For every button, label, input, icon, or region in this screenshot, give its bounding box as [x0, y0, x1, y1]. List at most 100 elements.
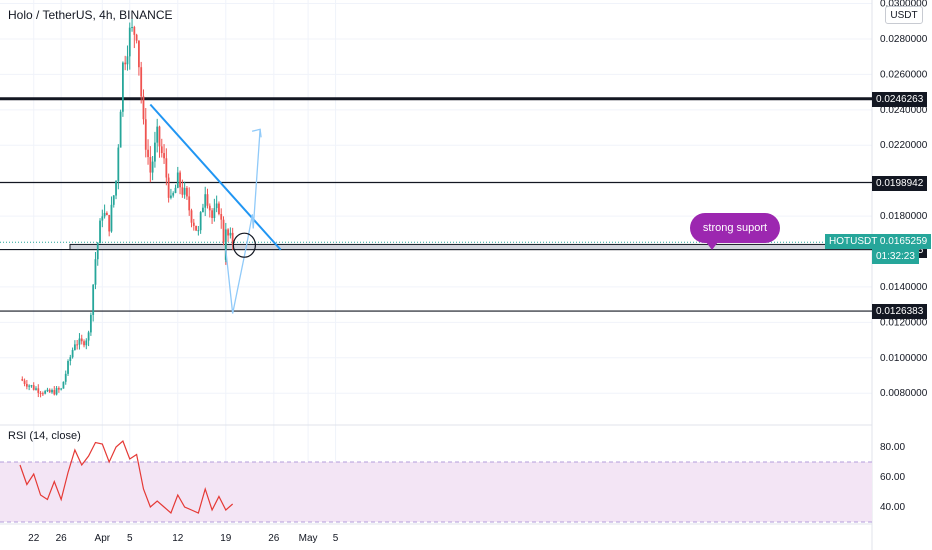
candle-body [96, 243, 99, 260]
candle-body [119, 111, 122, 148]
candle-body [181, 187, 184, 195]
candle-body [179, 172, 181, 188]
candle-body [28, 385, 31, 387]
candle-body [35, 388, 37, 390]
candle-body [160, 146, 163, 154]
time-tick-label: 12 [172, 533, 184, 544]
candle-body [174, 187, 177, 194]
candle-body [176, 172, 179, 188]
candle-body [76, 344, 79, 346]
candle-body [147, 149, 149, 158]
price-tick-label: 0.0180000 [880, 211, 928, 222]
support-zone [69, 243, 873, 251]
candle-body [131, 27, 133, 29]
candle-body [220, 214, 223, 220]
candle-body [64, 373, 67, 382]
candle-body [48, 389, 51, 393]
rsi-band-fill [0, 462, 872, 522]
candle-body [51, 390, 53, 393]
candle-body [204, 194, 207, 208]
candle-body [151, 161, 154, 173]
price-tick-label: 0.0300000 [880, 0, 928, 10]
candle-body [149, 157, 152, 173]
candle-body [170, 195, 172, 198]
projection-path [225, 129, 261, 314]
trendline [149, 103, 282, 251]
time-tick-label: 22 [28, 533, 40, 544]
time-tick-label: 26 [56, 533, 68, 544]
candle-body [94, 259, 97, 285]
candle-body [156, 126, 159, 143]
candle-body [188, 196, 191, 211]
level-price-tag: 0.0246263 [872, 91, 928, 107]
axes: 0.0080000 0.0100000 0.0120000 0.0140000 0.01… [28, 0, 928, 544]
candle-body [195, 225, 197, 231]
level-price-tag: 0.0126383 [872, 304, 928, 320]
candle-body [69, 357, 72, 361]
candle-body [101, 216, 104, 221]
candle-body [30, 385, 33, 387]
time-tick-label: 19 [220, 533, 232, 544]
candle-body [71, 349, 74, 358]
price-tick-label: 0.0280000 [880, 34, 928, 45]
candle-body [128, 27, 131, 57]
candle-body [37, 388, 40, 393]
candle-body [202, 207, 204, 213]
candle-body [165, 158, 168, 178]
candle-body [60, 388, 63, 390]
rsi-line [19, 439, 234, 515]
candle-body [172, 193, 175, 196]
time-tick-label: 5 [333, 533, 339, 544]
candle-body [163, 153, 165, 159]
chart-title: Holo / TetherUS, 4h, BINANCE [8, 8, 173, 22]
rsi-tick-label: 40.00 [880, 502, 905, 513]
candle-body [55, 388, 58, 395]
candle-body [39, 392, 42, 394]
drawings[interactable] [149, 103, 282, 314]
candle-body [133, 27, 136, 35]
currency-button[interactable]: USDT [885, 6, 923, 24]
candle-body [144, 119, 147, 150]
rsi-series [19, 439, 234, 515]
candle-body [110, 204, 113, 232]
candle-body [21, 379, 24, 381]
candle-body [92, 284, 95, 315]
price-tick-label: 0.0240000 [880, 105, 928, 116]
rsi-title: RSI (14, close) [8, 430, 81, 442]
candle-body [83, 341, 85, 346]
countdown-tag: 01:32:23 [872, 249, 919, 265]
candle-body [227, 229, 229, 236]
candle-body [224, 229, 227, 260]
candle-body [53, 390, 56, 395]
rsi-tick-label: 60.00 [880, 472, 905, 483]
candle-body [32, 385, 35, 390]
candle-body [206, 194, 209, 206]
candle-body [186, 187, 188, 197]
annotation-bubble[interactable]: strong suport [690, 213, 780, 250]
candle-body [158, 126, 161, 147]
candle-body [80, 338, 83, 342]
price-tick-label: 0.0260000 [880, 69, 928, 80]
candle-body [218, 203, 220, 215]
candle-body [231, 232, 234, 246]
candle-body [192, 222, 195, 226]
horizontal-levels[interactable] [0, 97, 873, 312]
candle-body [142, 96, 145, 120]
candle-body [222, 219, 225, 243]
candle-body [122, 62, 124, 112]
candle-body [135, 34, 138, 41]
candle-body [46, 389, 49, 392]
candle-body [208, 205, 211, 211]
candle-body [213, 208, 216, 218]
rsi-tick-label: 80.00 [880, 442, 905, 453]
candle-body [197, 230, 200, 232]
candle-body [25, 383, 28, 387]
level-price-tag: 0.0198942 [872, 175, 928, 191]
candle-body [154, 142, 156, 162]
candle-body [229, 232, 232, 236]
candle-body [190, 210, 193, 223]
candles [21, 17, 234, 398]
price-tick-label: 0.0220000 [880, 140, 928, 151]
candle-body [167, 177, 170, 198]
